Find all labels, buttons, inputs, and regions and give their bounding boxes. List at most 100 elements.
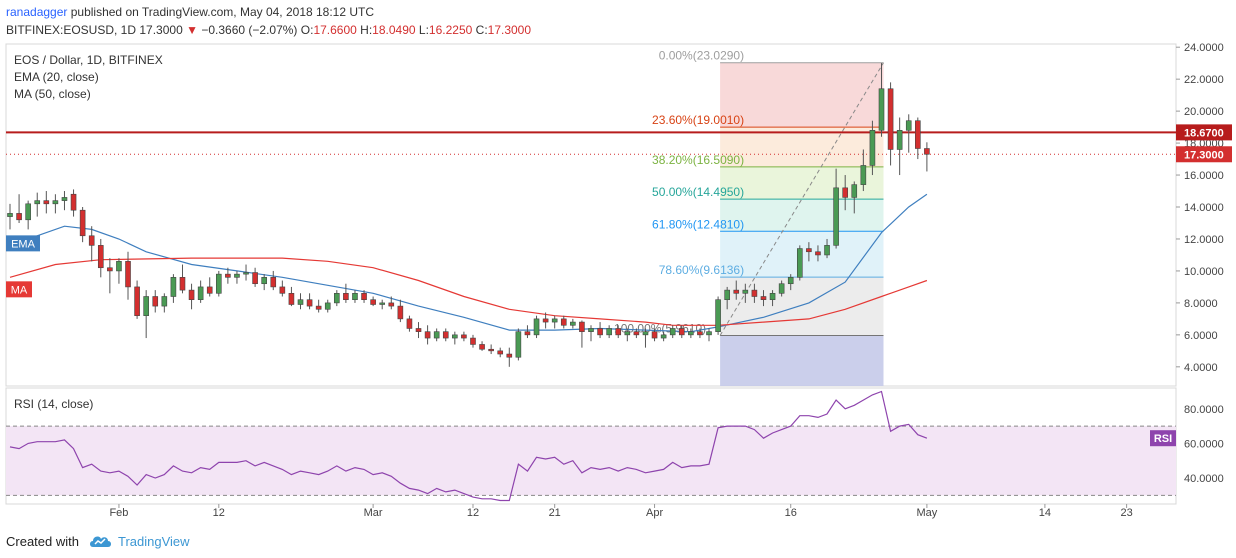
candle[interactable] [461,331,467,342]
rsi-pane[interactable]: RSI (14, close) [5,387,1177,505]
candle[interactable] [352,290,358,303]
candle[interactable] [887,82,894,166]
candle[interactable] [143,290,149,339]
candle[interactable] [334,290,340,307]
candle[interactable] [88,226,95,262]
candle[interactable] [896,117,903,176]
price-pane[interactable]: 0.00%(23.0290) 23.60%(19.0010) 38.20%(16.5… [5,43,1177,387]
candle[interactable] [851,181,858,214]
candle[interactable] [751,283,758,303]
candle[interactable] [678,325,685,339]
candle[interactable] [379,299,386,310]
candle[interactable] [724,286,730,310]
candle[interactable] [433,328,440,342]
candle[interactable] [833,168,839,249]
candle[interactable] [7,203,13,230]
candle[interactable] [79,207,86,243]
candle[interactable] [697,328,703,339]
candle[interactable] [733,280,740,300]
candle[interactable] [324,299,331,313]
candle[interactable] [878,63,885,137]
candle[interactable] [315,299,322,313]
candle[interactable] [152,290,159,313]
candle[interactable] [660,331,667,342]
candle[interactable] [915,117,921,160]
candle[interactable] [715,296,721,335]
candle[interactable] [606,325,612,339]
candle[interactable] [306,293,313,310]
candle[interactable] [506,347,513,367]
candle[interactable] [424,325,431,345]
candle[interactable] [824,238,830,259]
candle[interactable] [442,328,449,342]
candle[interactable] [815,245,821,262]
candle[interactable] [288,286,295,307]
candle[interactable] [588,325,594,342]
candle[interactable] [206,277,213,297]
candle[interactable] [869,120,876,176]
candle[interactable] [197,280,204,303]
candle[interactable] [188,283,195,310]
candle[interactable] [415,322,422,339]
candle[interactable] [688,328,694,339]
candle[interactable] [61,191,68,211]
candle[interactable] [706,328,712,342]
candle[interactable] [778,280,785,297]
candle[interactable] [633,328,640,339]
candle[interactable] [388,296,395,310]
candle[interactable] [370,296,376,307]
candle[interactable] [97,238,104,278]
candle[interactable] [270,270,277,291]
candle[interactable] [179,264,186,294]
candle[interactable] [452,331,458,345]
candle[interactable] [34,192,41,217]
candle[interactable] [397,299,404,323]
candle[interactable] [243,264,249,281]
candle[interactable] [361,290,367,303]
candle[interactable] [806,242,812,262]
candle[interactable] [134,280,140,319]
candle[interactable] [479,341,485,351]
candle[interactable] [161,293,168,313]
candle[interactable] [597,322,603,339]
candle[interactable] [542,312,549,329]
candle[interactable] [842,175,848,211]
candle[interactable] [551,315,558,329]
candle[interactable] [924,142,930,172]
candle[interactable] [343,283,349,303]
candle[interactable] [52,194,59,214]
candle[interactable] [515,328,522,361]
candle[interactable] [215,270,222,297]
candle[interactable] [760,290,767,307]
candle[interactable] [261,274,267,291]
candle[interactable] [787,274,794,291]
tradingview-cloud-icon[interactable] [88,532,112,550]
candle[interactable] [624,328,631,342]
candle[interactable] [70,189,77,217]
candle[interactable] [297,293,304,310]
candle[interactable] [470,334,476,348]
candle[interactable] [25,200,31,230]
candle[interactable] [524,325,531,339]
candle[interactable] [16,194,22,223]
tradingview-brand[interactable]: TradingView [118,534,190,549]
candle[interactable] [905,114,912,153]
candle[interactable] [533,315,540,339]
candle[interactable] [742,283,749,303]
candle[interactable] [43,191,50,214]
candle[interactable] [406,315,413,332]
candle[interactable] [579,320,585,348]
candle[interactable] [769,290,776,307]
candle[interactable] [642,328,649,348]
candle[interactable] [279,280,286,297]
candle[interactable] [497,347,504,358]
candle[interactable] [860,149,867,192]
candle[interactable] [225,267,231,284]
candle[interactable] [488,344,494,355]
candle[interactable] [252,267,258,287]
author-link[interactable]: ranadagger [6,5,68,19]
candle[interactable] [116,258,122,284]
candle[interactable] [125,251,131,300]
candle[interactable] [107,258,113,294]
